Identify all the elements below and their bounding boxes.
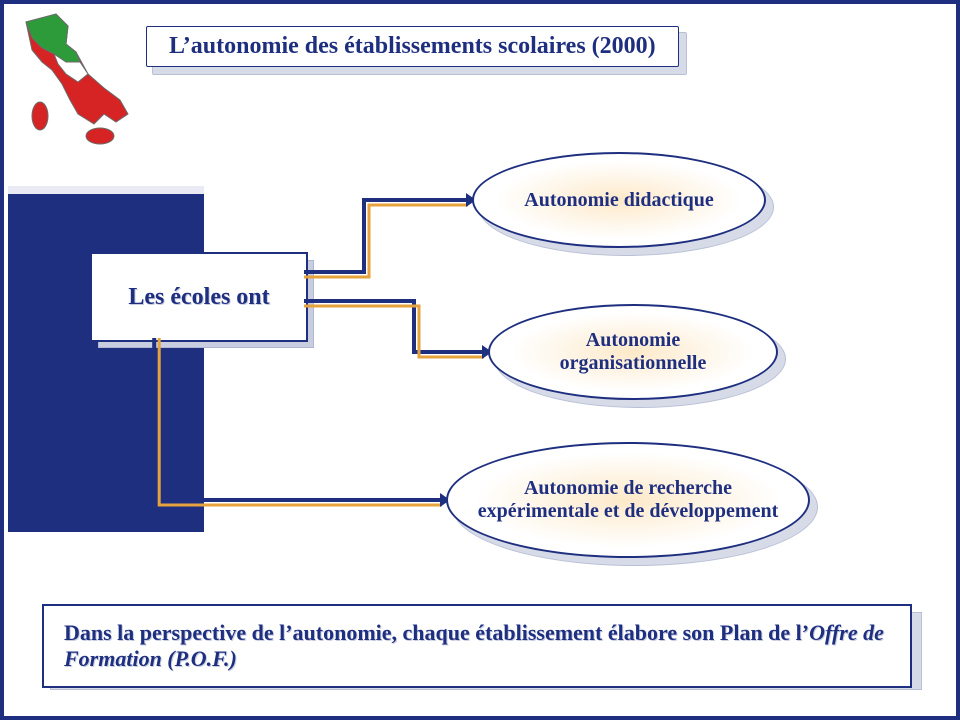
oval-1: Autonomie organisationnelle — [488, 304, 778, 400]
caption-text: Dans la perspective de l’autonomie, chaq… — [42, 604, 912, 688]
oval-label-1: Autonomie organisationnelle — [488, 304, 778, 400]
oval-label-0: Autonomie didactique — [472, 152, 766, 248]
caption-box: Dans la perspective de l’autonomie, chaq… — [42, 604, 912, 688]
oval-2: Autonomie de recherche expérimentale et … — [446, 442, 810, 558]
oval-0: Autonomie didactique — [472, 152, 766, 248]
oval-label-2: Autonomie de recherche expérimentale et … — [446, 442, 810, 558]
caption-plain: Dans la perspective de l’autonomie, chaq… — [64, 620, 809, 645]
